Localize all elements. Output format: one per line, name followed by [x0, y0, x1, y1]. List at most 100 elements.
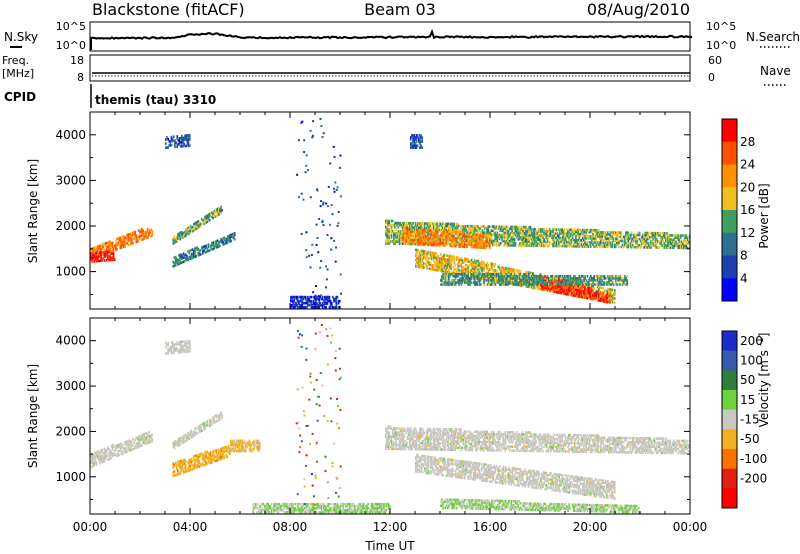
heatmap-cell [213, 245, 216, 248]
heatmap-cell [182, 235, 185, 239]
heatmap-cell [435, 231, 438, 235]
heatmap-cell [103, 457, 106, 461]
heatmap-cell [462, 241, 465, 244]
heatmap-cell [589, 287, 592, 290]
heatmap-cell [388, 232, 391, 235]
heatmap-cell [223, 238, 226, 242]
heatmap-cell [530, 283, 533, 286]
heatmap-cell [669, 238, 672, 241]
heatmap-cell [90, 256, 92, 259]
heatmap-cell [647, 235, 650, 239]
heatmap-cell [534, 278, 536, 282]
heatmap-cell [482, 231, 485, 234]
heatmap-cell [521, 282, 524, 285]
heatmap-cell [510, 275, 513, 278]
heatmap-cell [460, 245, 463, 248]
heatmap-cell [446, 270, 449, 274]
heatmap-cell [316, 237, 319, 239]
heatmap-cell [583, 281, 585, 284]
heatmap-cell [101, 251, 104, 254]
heatmap-cell [541, 277, 543, 280]
heatmap-cell [174, 139, 176, 142]
heatmap-cell [480, 246, 483, 249]
heatmap-cell [478, 268, 481, 271]
heatmap-cell [509, 269, 511, 273]
heatmap-cell [535, 240, 537, 243]
heatmap-cell [685, 236, 688, 239]
heatmap-cell [395, 228, 397, 231]
heatmap-cell [146, 230, 149, 233]
heatmap-cell [396, 221, 399, 225]
heatmap-cell [455, 237, 458, 240]
heatmap-cell [602, 293, 604, 297]
heatmap-cell [335, 297, 338, 301]
heatmap-cell [113, 453, 116, 457]
heatmap-cell [492, 239, 494, 243]
heatmap-cell [683, 244, 685, 248]
heatmap-cell [474, 227, 477, 230]
heatmap-cell [577, 230, 579, 234]
heatmap-cell [529, 236, 532, 239]
heatmap-cell [550, 275, 552, 278]
heatmap-cell [491, 279, 493, 282]
heatmap-cell [299, 295, 301, 299]
heatmap-cell [133, 441, 135, 444]
heatmap-cell [415, 232, 417, 236]
heatmap-cell [103, 250, 106, 254]
heatmap-cell [663, 244, 666, 247]
heatmap-cell [400, 242, 403, 245]
heatmap-cell [466, 275, 468, 278]
heatmap-cell [534, 240, 536, 243]
heatmap-cell [539, 232, 542, 235]
heatmap-cell [128, 445, 131, 448]
heatmap-cell [400, 238, 403, 241]
heatmap-cell [563, 228, 566, 231]
heatmap-cell [451, 271, 454, 275]
heatmap-cell [579, 283, 582, 286]
heatmap-cell [298, 306, 300, 309]
heatmap-cell [454, 240, 457, 244]
heatmap-cell [110, 250, 113, 253]
heatmap-cell [435, 222, 437, 225]
heatmap-cell [309, 303, 312, 306]
heatmap-cell [577, 234, 579, 238]
heatmap-cell [118, 239, 121, 242]
heatmap-cell [465, 277, 467, 280]
heatmap-cell [127, 447, 130, 451]
heatmap-cell [408, 232, 410, 235]
heatmap-cell [385, 242, 387, 245]
heatmap-cell [606, 241, 609, 244]
heatmap-cell [194, 249, 196, 252]
heatmap-cell [580, 285, 583, 288]
heatmap-cell [449, 238, 451, 242]
heatmap-cell [581, 296, 584, 299]
heatmap-cell [543, 228, 545, 231]
heatmap-cell [473, 239, 476, 242]
heatmap-cell [387, 240, 389, 243]
heatmap-cell [610, 279, 613, 282]
colorbar-frame [721, 118, 738, 302]
heatmap-cell [489, 231, 492, 234]
heatmap-cell [552, 288, 555, 291]
heatmap-cell [524, 279, 526, 282]
heatmap-cell [675, 244, 677, 248]
heatmap-cell [444, 242, 447, 245]
heatmap-cell [120, 244, 123, 247]
heatmap-cell [636, 237, 639, 241]
heatmap-cell [419, 243, 422, 246]
heatmap-cell [630, 237, 633, 241]
heatmap-cell [95, 257, 98, 261]
heatmap-cell [207, 215, 210, 219]
heatmap-cell [92, 251, 94, 254]
heatmap-cell [416, 242, 418, 246]
heatmap-cell [613, 277, 616, 280]
heatmap-cell [123, 237, 125, 240]
heatmap-cell [91, 455, 93, 458]
heatmap-cell [210, 246, 212, 250]
heatmap-cell [564, 292, 567, 296]
heatmap-cell [525, 234, 527, 237]
heatmap-cell [391, 219, 394, 223]
heatmap-cell [532, 230, 535, 233]
heatmap-cell [135, 238, 138, 242]
heatmap-cell [393, 223, 395, 227]
